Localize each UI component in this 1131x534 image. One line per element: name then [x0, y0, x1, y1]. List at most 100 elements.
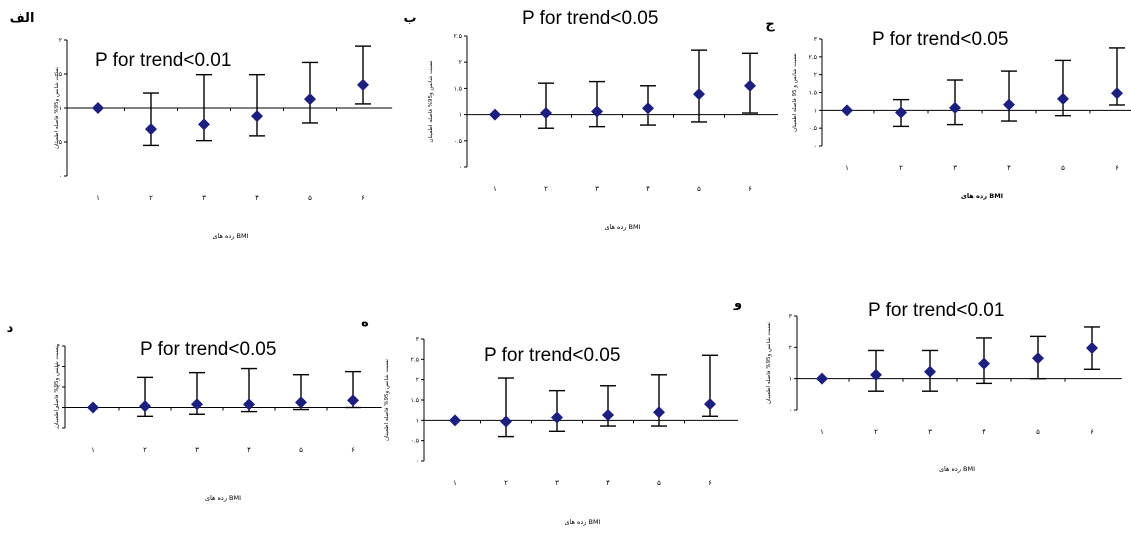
y-tick-label: ۳	[814, 36, 818, 43]
y-tick-label: ۱.۵	[454, 85, 462, 92]
data-point-marker	[449, 414, 461, 427]
x-tick-label: ۴	[982, 428, 986, 436]
x-tick-label: ۵	[657, 479, 661, 487]
x-tick-label: ۲	[149, 194, 153, 202]
y-tick-label: ۳	[57, 364, 61, 371]
x-tick-label: ۶	[361, 194, 365, 202]
x-axis-label: رده های BMI	[961, 192, 1003, 200]
y-tick-label: ۲	[459, 59, 462, 66]
y-tick-label: ۰.۵	[411, 438, 419, 445]
y-tick-label: ۰.۵	[54, 139, 62, 146]
panel-letter: د	[7, 321, 14, 336]
chart-panel-4: د P for trend<0.05 ۰ ۱ ۲ ۳ ۴ ۱ ۲ ۳ ۴ ۵ ۶ رده های BMI ن…	[7, 321, 382, 502]
data-point-marker	[591, 105, 603, 118]
data-point-marker	[653, 406, 665, 419]
data-point-marker	[139, 400, 151, 413]
y-tick-label: ۰	[459, 164, 462, 171]
data-point-marker	[895, 106, 907, 119]
y-tick-label: ۱	[59, 105, 62, 112]
y-tick-label: ۲.۵	[454, 33, 462, 40]
y-tick-label: ۳	[416, 336, 420, 343]
data-point-marker	[602, 409, 614, 422]
x-tick-label: ۳	[195, 446, 199, 454]
x-tick-label: ۱	[493, 185, 497, 193]
x-tick-label: ۳	[928, 428, 932, 436]
x-axis-label: رده های BMI	[604, 223, 640, 231]
data-point-marker	[693, 88, 705, 101]
trend-annotation: P for trend<0.05	[140, 339, 276, 360]
data-point-marker	[304, 93, 316, 106]
x-tick-label: ۶	[708, 479, 712, 487]
y-tick-label: ۱	[814, 107, 817, 114]
trend-annotation: P for trend<0.05	[522, 8, 658, 29]
x-tick-label: ۵	[299, 446, 303, 454]
x-tick-label: ۴	[247, 446, 251, 454]
data-point-marker	[551, 411, 563, 424]
y-tick-label: ۱.۵	[809, 90, 817, 97]
x-tick-label: ۱	[453, 479, 457, 487]
x-axis-label: رده های BMI	[205, 494, 241, 502]
x-tick-label: ۴	[606, 479, 610, 487]
x-tick-label: ۱	[91, 446, 95, 454]
data-point-marker	[744, 79, 756, 92]
x-tick-label: ۱	[820, 428, 824, 436]
x-tick-label: ۳	[555, 479, 559, 487]
x-tick-label: ۴	[255, 194, 259, 202]
x-axis-label: رده های BMI	[564, 518, 600, 526]
x-tick-label: ۲	[504, 479, 508, 487]
x-tick-label: ۶	[351, 446, 355, 454]
y-axis-label: نسبت شانس و95% فاصله اطمینان	[54, 345, 60, 428]
y-tick-label: ۱.۵	[54, 71, 62, 78]
x-tick-label: ۲	[143, 446, 147, 454]
y-tick-label: ۰	[416, 458, 419, 465]
panel-letter: ه	[361, 315, 369, 330]
x-axis-label: رده های BMI	[939, 465, 975, 473]
x-tick-label: ۴	[1007, 164, 1011, 172]
y-axis-label: نسبت شانس و95% فاصله اطمینان	[384, 358, 390, 441]
data-point-marker	[1086, 341, 1098, 354]
x-tick-label: ۱	[845, 164, 849, 172]
trend-annotation: P for trend<0.01	[95, 50, 231, 71]
data-point-marker	[87, 401, 99, 414]
y-tick-label: ۰	[814, 143, 817, 150]
x-tick-label: ۶	[1115, 164, 1119, 172]
y-tick-label: ۲	[416, 377, 419, 384]
data-point-marker	[642, 102, 654, 115]
x-tick-label: ۵	[1061, 164, 1065, 172]
data-point-marker	[540, 107, 552, 120]
trend-annotation: P for trend<0.05	[872, 29, 1008, 50]
data-point-marker	[347, 394, 359, 407]
y-tick-label: ۲	[57, 384, 60, 391]
trend-annotation: P for trend<0.01	[868, 300, 1004, 321]
y-tick-label: ۰	[59, 173, 62, 180]
chart-panel-5: ه P for trend<0.05 ۰ ۰.۵ ۱ ۱.۵ ۲ ۲.۵ ۳ ۱ ۲ ۳ ۴ ۵ ۶ رده …	[361, 315, 739, 526]
y-tick-label: ۲	[59, 37, 62, 44]
chart-panel-3: ج P for trend<0.05 ۰ ۰.۵ ۱ ۱.۵ ۲ ۲.۵ ۳ ۱ ۲ ۳ ۴ ۵ ۶ رده …	[765, 17, 1131, 200]
x-tick-label: ۲	[899, 164, 903, 172]
data-point-marker	[295, 396, 307, 409]
chart-panel-6: و P for trend<0.01 ۰ ۱ ۲ ۳ ۱ ۲ ۳ ۴ ۵ ۶ رده های BMI نس…	[733, 296, 1122, 473]
chart-panel-1: الف P for trend<0.01 ۰ ۰.۵ ۱ ۱.۵ ۲ ۱ ۲ ۳ ۴ ۵ ۶ رده ها…	[10, 11, 393, 240]
data-point-marker	[1003, 98, 1015, 111]
panel-letter: و	[733, 296, 742, 311]
x-tick-label: ۴	[646, 185, 650, 193]
trend-annotation: P for trend<0.05	[484, 345, 620, 366]
x-tick-label: ۲	[544, 185, 548, 193]
data-point-marker	[251, 110, 263, 123]
y-axis-label: نسبت شانس و95% فاصله اطمینان	[54, 66, 60, 149]
x-tick-label: ۲	[874, 428, 878, 436]
x-tick-label: ۶	[1090, 428, 1094, 436]
x-tick-label: ۵	[308, 194, 312, 202]
y-tick-label: ۱	[416, 417, 419, 424]
data-point-marker	[243, 398, 255, 411]
y-axis-label: نسبت شانس و95% فاصله اطمینان	[428, 60, 434, 143]
data-point-marker	[949, 101, 961, 114]
y-tick-label: ۲	[789, 344, 792, 351]
data-point-marker	[92, 102, 104, 114]
x-axis-label: رده های BMI	[212, 232, 248, 240]
x-tick-label: ۶	[748, 185, 752, 193]
x-tick-label: ۳	[595, 185, 599, 193]
chart-panel-2: ب P for trend<0.05 ۰ ۰.۵ ۱ ۱.۵ ۲ ۲.۵ ۱ ۲ ۳ ۴ ۵ ۶ رده ه…	[403, 8, 779, 231]
data-point-marker	[924, 365, 936, 378]
